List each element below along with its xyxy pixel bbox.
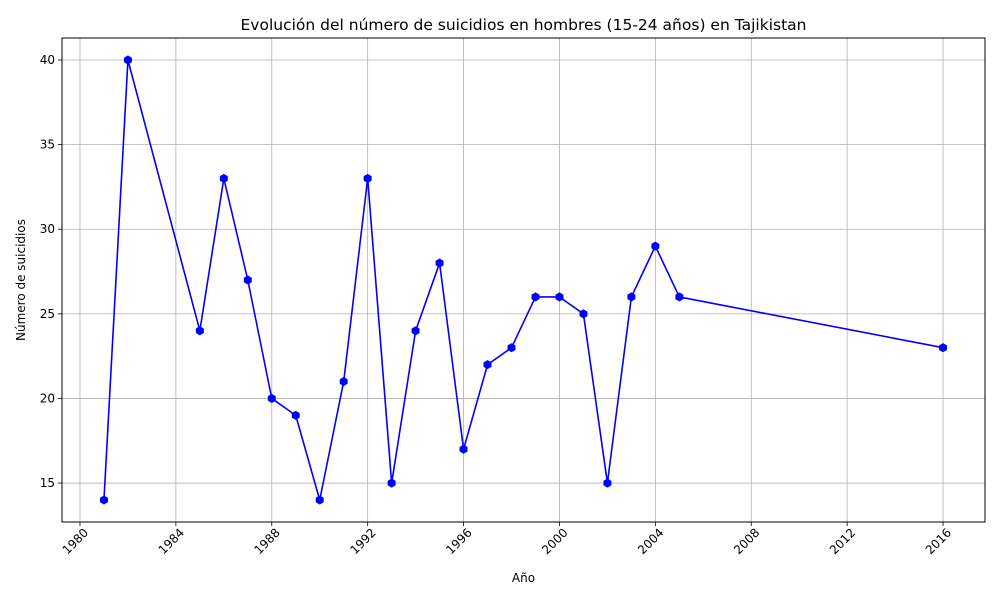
- y-tick-label: 30: [40, 222, 55, 236]
- data-point: [339, 376, 348, 387]
- data-point: [627, 292, 636, 302]
- data-point: [459, 444, 468, 454]
- data-point: [435, 258, 444, 268]
- data-point: [243, 275, 252, 285]
- data-point: [267, 393, 276, 404]
- y-tick-label: 15: [40, 476, 55, 490]
- x-tick-label: 1996: [443, 526, 474, 557]
- data-point: [123, 55, 132, 65]
- x-tick-label: 2012: [827, 526, 858, 557]
- plot-frame: [61, 37, 986, 523]
- chart-title: Evolución del número de suicidios en hom…: [241, 16, 807, 34]
- x-tick-label: 2004: [635, 526, 666, 557]
- x-tick-label: 2008: [731, 526, 762, 557]
- data-point: [939, 343, 948, 353]
- data-point: [195, 326, 204, 336]
- data-point: [291, 410, 300, 420]
- y-axis-title: Número de suicidios: [14, 219, 28, 341]
- y-axis-ticks: 15 20 25 30 35 40: [40, 53, 62, 490]
- y-tick-label: 35: [40, 138, 55, 152]
- x-tick-label: 1992: [347, 526, 378, 557]
- data-point: [483, 360, 492, 370]
- data-point: [555, 292, 564, 302]
- x-axis-ticks: 1980 1984 1988 1992 1996 2000 2004 2008 2012 2016: [60, 522, 954, 557]
- y-tick-label: 20: [40, 391, 55, 405]
- x-tick-label: 1988: [251, 526, 282, 557]
- series-line: [103, 59, 944, 501]
- data-point: [579, 309, 588, 319]
- grid: [62, 38, 985, 522]
- y-tick-label: 40: [40, 53, 55, 67]
- data-point: [363, 173, 372, 184]
- data-point: [315, 495, 324, 505]
- data-point: [507, 343, 516, 353]
- data-point: [411, 326, 420, 336]
- data-point: [603, 478, 612, 488]
- data-point: [651, 241, 660, 251]
- x-tick-label: 2000: [539, 526, 570, 557]
- data-point: [531, 292, 540, 302]
- x-tick-label: 2016: [923, 526, 954, 557]
- data-point: [387, 478, 396, 488]
- x-tick-label: 1984: [156, 526, 187, 557]
- data-point: [219, 173, 228, 184]
- y-tick-label: 25: [40, 307, 55, 321]
- data-point: [99, 495, 108, 505]
- x-axis-title: Año: [512, 571, 535, 585]
- x-tick-label: 1980: [60, 526, 91, 557]
- data-point: [675, 292, 684, 302]
- series-layer: [99, 55, 948, 505]
